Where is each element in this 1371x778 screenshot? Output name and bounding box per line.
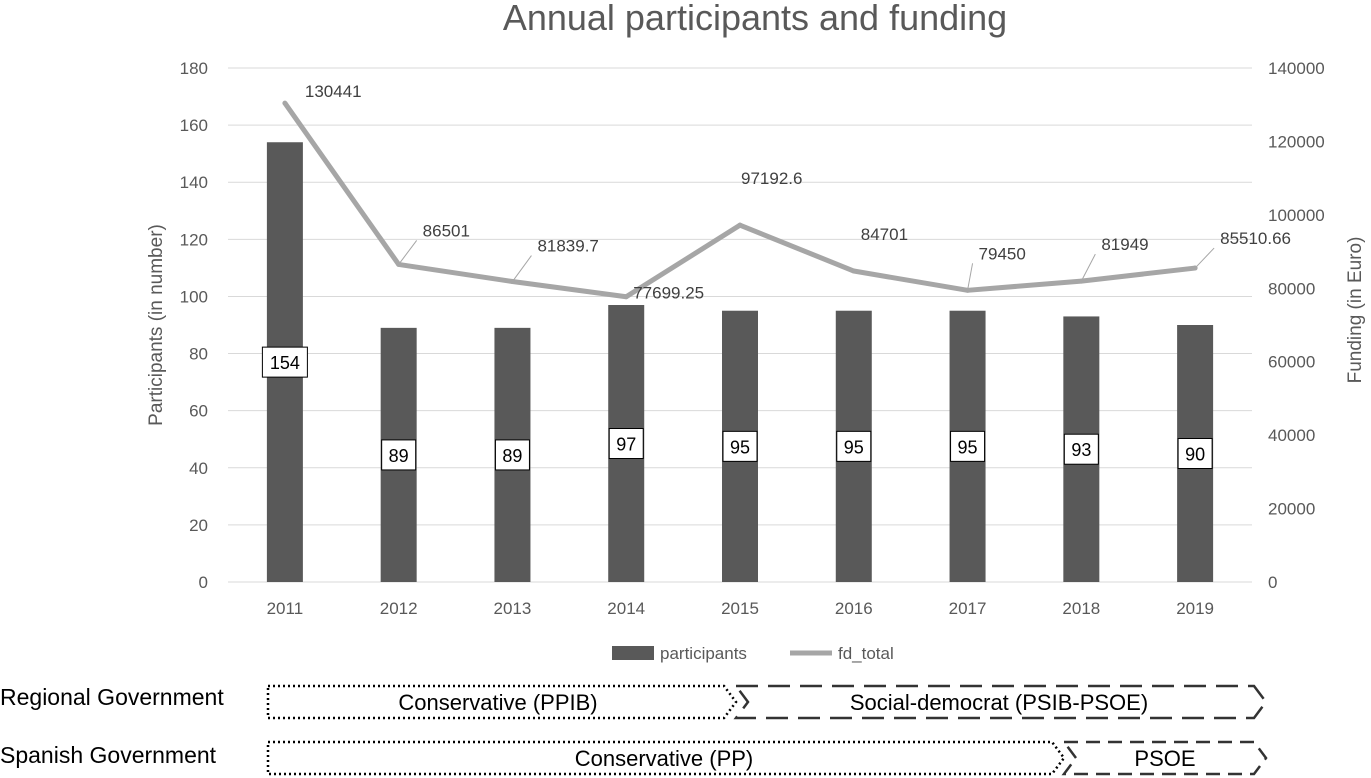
y-tick-label: 40 <box>189 459 208 478</box>
bar-data-label: 95 <box>844 437 864 457</box>
bar-label-box <box>494 439 530 471</box>
regional-government-label: Regional Government <box>0 684 224 710</box>
y-tick-label: 20 <box>189 516 208 535</box>
line-path <box>282 101 1196 300</box>
bar-data-label: 95 <box>730 437 750 457</box>
line-data-label: 86501 <box>423 221 470 240</box>
bar-label-box <box>950 430 986 462</box>
line-data-label: 84701 <box>861 225 908 244</box>
bar-data-label: 97 <box>616 435 636 455</box>
y-tick-label: 100 <box>180 287 208 306</box>
bar-label-box <box>608 428 644 460</box>
axes: 0 20 40 60 80 100 120 140 160 180 0 20000 40000 60000… <box>180 59 1325 618</box>
line-data-label: 81949 <box>1101 235 1148 254</box>
line-point <box>851 268 857 274</box>
bar-data-label: 95 <box>958 437 978 457</box>
data-labels: 154 89 89 97 95 95 95 93 90 130441 86501 81839.7 776… <box>261 82 1291 471</box>
line-point <box>623 294 629 300</box>
line-label-leader <box>512 255 532 282</box>
line-point <box>282 100 288 106</box>
spanish-period-2-arrow <box>1061 740 1268 776</box>
line-data-label: 79450 <box>979 244 1026 263</box>
y-tick-label: 60 <box>189 402 208 421</box>
y-tick-label: 120 <box>180 230 208 249</box>
y2-tick-label: 140000 <box>1268 59 1325 78</box>
bar-label-box <box>836 430 872 462</box>
regional-period-2-arrow <box>733 684 1268 720</box>
bar-label-box <box>1063 433 1099 465</box>
spanish-government-label: Spanish Government <box>0 742 217 768</box>
x-tick-label: 2016 <box>835 599 873 618</box>
y-tick-label: 180 <box>180 59 208 78</box>
bar-label-box <box>381 439 417 471</box>
y2-tick-label: 100000 <box>1268 206 1325 225</box>
y-tick-label: 80 <box>189 345 208 364</box>
regional-period-2-label: Social-democrat (PSIB-PSOE) <box>850 690 1148 715</box>
x-tick-label: 2012 <box>380 599 418 618</box>
y2-tick-label: 120000 <box>1268 132 1325 151</box>
bar-label-box <box>722 430 758 462</box>
legend-label-participants: participants <box>660 644 747 663</box>
bar-data-label: 93 <box>1071 440 1091 460</box>
y-axis-title: Participants (in number) <box>146 224 167 426</box>
bar-label-box <box>261 346 308 378</box>
line-data-label: 130441 <box>305 82 362 101</box>
spanish-period-1-label: Conservative (PP) <box>575 746 754 771</box>
y2-tick-label: 40000 <box>1268 426 1315 445</box>
x-tick-label: 2019 <box>1176 599 1214 618</box>
bar-data-label: 154 <box>270 353 300 373</box>
line-series <box>282 100 1198 300</box>
line-point <box>737 222 743 228</box>
y-tick-label: 0 <box>199 573 208 592</box>
bar-data-label: 89 <box>389 446 409 466</box>
x-tick-label: 2017 <box>949 599 987 618</box>
line-data-label: 81839.7 <box>537 237 598 256</box>
legend-swatch-participants <box>612 646 654 660</box>
bar-data-label: 90 <box>1185 445 1205 465</box>
y2-tick-label: 0 <box>1268 573 1277 592</box>
line-label-leader <box>1194 247 1215 269</box>
x-tick-label: 2014 <box>607 599 645 618</box>
spanish-period-2-label: PSOE <box>1134 746 1195 771</box>
y2-tick-label: 80000 <box>1268 279 1315 298</box>
line-data-label: 85510.66 <box>1220 229 1291 248</box>
government-timeline: Conservative (PPIB) Social-democrat (PSI… <box>266 684 1268 776</box>
x-tick-label: 2015 <box>721 599 759 618</box>
bar-label-box <box>1177 438 1213 469</box>
line-label-leader <box>398 240 418 265</box>
chart-title: Annual participants and funding <box>503 0 1007 38</box>
y-tick-label: 160 <box>180 116 208 135</box>
bar-series <box>266 142 1214 582</box>
regional-period-1-arrow <box>266 684 738 720</box>
x-tick-label: 2011 <box>267 599 304 618</box>
x-tick-label: 2013 <box>494 599 532 618</box>
line-data-label: 77699.25 <box>633 284 704 303</box>
x-tick-label: 2018 <box>1062 599 1100 618</box>
line-label-leader <box>1080 253 1096 282</box>
y-tick-label: 140 <box>180 173 208 192</box>
regional-period-1-label: Conservative (PPIB) <box>398 690 597 715</box>
bar-data-label: 89 <box>502 446 522 466</box>
line-data-label: 97192.6 <box>741 169 802 188</box>
y2-axis-title: Funding (in Euro) <box>1345 237 1366 384</box>
y2-tick-label: 20000 <box>1268 500 1315 519</box>
line-label-leader <box>967 263 974 291</box>
legend: participants fd_total <box>612 644 894 663</box>
y2-tick-label: 60000 <box>1268 353 1315 372</box>
legend-label-fd_total: fd_total <box>838 644 894 663</box>
